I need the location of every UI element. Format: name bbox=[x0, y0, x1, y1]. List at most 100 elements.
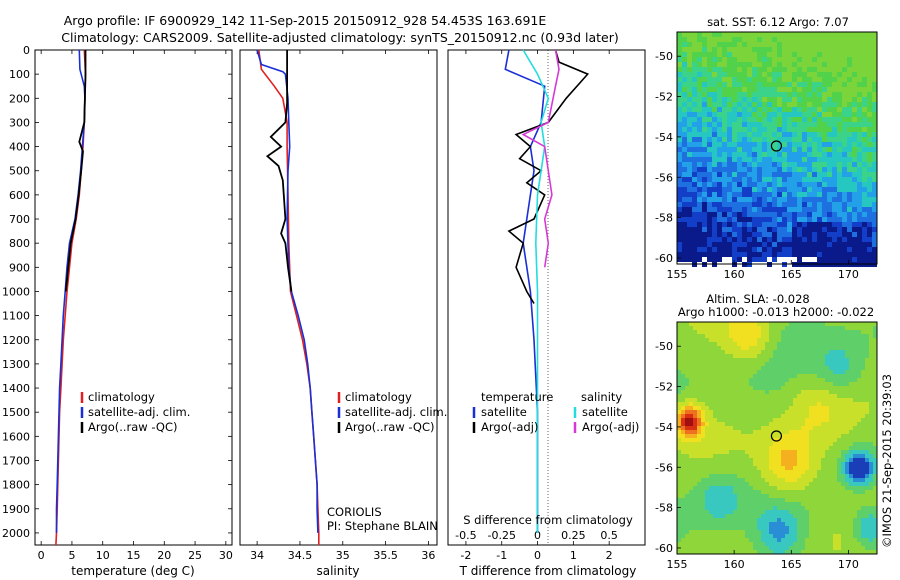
sla-cell bbox=[837, 490, 841, 494]
sla-cell bbox=[813, 370, 817, 374]
sla-cell bbox=[809, 386, 813, 390]
sst-cell bbox=[787, 162, 792, 167]
sst-cell bbox=[712, 232, 717, 237]
sst-cell bbox=[802, 77, 807, 82]
sst-cell bbox=[802, 107, 807, 112]
sst-cell bbox=[717, 177, 722, 182]
sst-cell bbox=[842, 212, 847, 217]
sst-cell bbox=[717, 127, 722, 132]
sla-cell bbox=[769, 330, 773, 334]
sla-cell bbox=[717, 322, 721, 326]
sla-cell bbox=[765, 546, 769, 550]
sla-cell bbox=[857, 526, 861, 530]
sst-cell bbox=[762, 87, 767, 92]
sla-cell bbox=[737, 354, 741, 358]
sla-cell bbox=[817, 518, 821, 522]
sla-cell bbox=[733, 502, 737, 506]
sst-cell bbox=[717, 187, 722, 192]
sst-cell bbox=[807, 232, 812, 237]
sst-cell bbox=[747, 62, 752, 67]
sla-cell bbox=[821, 506, 825, 510]
sla-cell bbox=[797, 338, 801, 342]
sla-cell bbox=[837, 458, 841, 462]
sla-cell bbox=[713, 490, 717, 494]
sst-cell bbox=[707, 32, 712, 37]
sla-cell bbox=[773, 378, 777, 382]
sla-cell bbox=[841, 522, 845, 526]
sla-cell bbox=[833, 542, 837, 546]
sla-cell bbox=[745, 354, 749, 358]
temperature-tick-labels: 0 5 10 15 20 25 30 bbox=[38, 50, 233, 562]
sla-cell bbox=[765, 474, 769, 478]
sst-cell bbox=[872, 212, 877, 217]
sla-cell bbox=[701, 490, 705, 494]
sst-cell bbox=[677, 72, 682, 77]
sla-cell bbox=[801, 326, 805, 330]
sst-cell bbox=[757, 47, 762, 52]
sst-cell bbox=[787, 132, 792, 137]
sst-cell bbox=[867, 157, 872, 162]
sst-cell bbox=[687, 232, 692, 237]
sla-cell bbox=[817, 534, 821, 538]
sst-cell bbox=[747, 237, 752, 242]
sla-cell bbox=[701, 426, 705, 430]
sla-cell bbox=[813, 526, 817, 530]
sla-cell bbox=[821, 390, 825, 394]
sla-cell bbox=[801, 514, 805, 518]
sla-cell bbox=[793, 518, 797, 522]
sst-cell bbox=[872, 202, 877, 207]
sla-cell bbox=[681, 358, 685, 362]
sst-cell bbox=[867, 242, 872, 247]
sla-cell bbox=[709, 506, 713, 510]
sst-cell bbox=[807, 177, 812, 182]
sst-cell bbox=[777, 32, 782, 37]
sst-cell bbox=[697, 142, 702, 147]
sla-cell bbox=[829, 474, 833, 478]
sst-cell bbox=[807, 197, 812, 202]
salinity-panel: 34 34.5 35 35.5 36 climatologysatellite-adj.… bbox=[239, 49, 447, 578]
sst-cell bbox=[807, 192, 812, 197]
sla-cell bbox=[825, 338, 829, 342]
sla-cell bbox=[761, 322, 765, 326]
sst-cell bbox=[762, 57, 767, 62]
sla-cell bbox=[829, 514, 833, 518]
sst-cell bbox=[862, 217, 867, 222]
sla-cell bbox=[749, 462, 753, 466]
sst-cell bbox=[707, 242, 712, 247]
sla-cell bbox=[753, 418, 757, 422]
sla-cell bbox=[717, 522, 721, 526]
sla-cell bbox=[689, 474, 693, 478]
sla-cell bbox=[805, 510, 809, 514]
sla-cell bbox=[865, 526, 869, 530]
sla-cell bbox=[733, 494, 737, 498]
sla-cell bbox=[681, 410, 685, 414]
sla-cell bbox=[697, 522, 701, 526]
sla-cell bbox=[793, 354, 797, 358]
sla-cell bbox=[741, 374, 745, 378]
sla-cell bbox=[825, 366, 829, 370]
sla-cell bbox=[681, 366, 685, 370]
sst-cell bbox=[732, 117, 737, 122]
sla-cell bbox=[837, 406, 841, 410]
sla-cell bbox=[865, 342, 869, 346]
sla-cell bbox=[817, 450, 821, 454]
sst-cell bbox=[717, 52, 722, 57]
sst-cell bbox=[742, 197, 747, 202]
sla-cell bbox=[801, 486, 805, 490]
sla-cell bbox=[761, 370, 765, 374]
sla-cell bbox=[845, 382, 849, 386]
figure-title-line1: Argo profile: IF 6900929_142 11-Sep-2015… bbox=[64, 13, 547, 28]
sla-cell bbox=[849, 438, 853, 442]
sla-cell bbox=[737, 450, 741, 454]
sla-cell bbox=[809, 474, 813, 478]
sla-cell bbox=[737, 522, 741, 526]
sla-cell bbox=[765, 346, 769, 350]
sla-cell bbox=[821, 386, 825, 390]
sst-map-markers bbox=[770, 140, 783, 152]
sla-cell bbox=[837, 374, 841, 378]
sla-cell bbox=[869, 358, 873, 362]
sla-cell bbox=[737, 338, 741, 342]
sst-cell bbox=[707, 192, 712, 197]
sla-cell bbox=[725, 462, 729, 466]
sst-cell bbox=[677, 162, 682, 167]
